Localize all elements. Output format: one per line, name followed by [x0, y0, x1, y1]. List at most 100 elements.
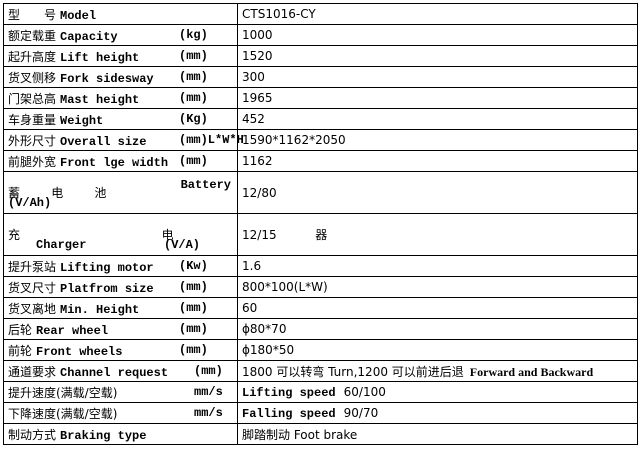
label-en: Capacity — [60, 29, 118, 44]
spec-table: 型 号 Model CTS1016-CY 额定载重 Capacity (kg) 1000 起升… — [3, 3, 638, 445]
label-en: Front wheels — [36, 344, 123, 359]
label-cn: 通道要求 — [8, 364, 57, 379]
value: 12/80 — [242, 185, 277, 200]
spec-row: 蓄电池 Battery (V/Ah) 12/80 — [3, 171, 638, 214]
label-en: Rear wheel — [36, 323, 109, 338]
unit: (Kg) — [179, 112, 208, 126]
value: ϕ80*70 — [242, 322, 287, 336]
value: 60/100 — [343, 384, 386, 399]
value: 脚踏制动 Foot brake — [242, 427, 358, 442]
value-cell: 800*100(L*W) — [237, 276, 638, 298]
value: 1.6 — [242, 259, 262, 273]
spec-row: 起升高度 Lift height (mm) 1520 — [3, 45, 638, 67]
label-cell: 起升高度 Lift height (mm) — [3, 45, 238, 67]
unit: mm/s — [194, 406, 223, 420]
spec-row: 通道要求 Channel request (mm) 1800 可以转弯 Turn,12… — [3, 360, 638, 382]
spec-row: 制动方式 Braking type 脚踏制动 Foot brake — [3, 423, 638, 445]
unit: (mm) — [194, 364, 223, 378]
unit: (mm) — [179, 280, 208, 294]
label-cn: 充电器 — [8, 228, 469, 242]
unit: (mm) — [179, 301, 208, 315]
spec-row: 车身重量 Weight (Kg) 452 — [3, 108, 638, 130]
label-cn: 外形尺寸 — [8, 133, 57, 148]
value: ϕ180*50 — [242, 343, 295, 357]
spec-row: 货叉侧移 Fork sidesway (mm) 300 — [3, 66, 638, 88]
value-cell: 452 — [237, 108, 638, 130]
label-cn: 额定载重 — [8, 28, 57, 43]
unit: (mm) — [179, 343, 208, 357]
value-note: Forward and Backward — [469, 364, 594, 379]
label-cell: 外形尺寸 Overall size (mm)L*W*H — [3, 129, 244, 151]
label-en: Fork sidesway — [60, 71, 154, 86]
unit: (mm) — [179, 70, 208, 84]
spec-row: 提升泵站 Lifting motor (Kw) 1.6 — [3, 255, 638, 277]
label-en: Lift height — [60, 50, 140, 65]
label-cell: 下降速度(满载/空载) mm/s — [3, 402, 238, 424]
spec-row: 外形尺寸 Overall size (mm)L*W*H 1590*1162*2050 — [3, 129, 638, 151]
value: 452 — [242, 112, 265, 126]
value-cell: 1965 — [237, 87, 638, 109]
value-cell: ϕ80*70 — [237, 318, 638, 340]
spec-row: 下降速度(满载/空载) mm/s Falling speed 90/70 — [3, 402, 638, 424]
label-cell: 蓄电池 Battery (V/Ah) — [3, 171, 238, 214]
value-cell: 1520 — [237, 45, 638, 67]
label-en: Min. Height — [60, 302, 140, 317]
value-cell: Lifting speed 60/100 — [237, 381, 638, 403]
value: 300 — [242, 70, 265, 84]
value: 12/15 — [242, 227, 277, 242]
value-cell: ϕ180*50 — [237, 339, 638, 361]
spec-row: 后轮 Rear wheel (mm) ϕ80*70 — [3, 318, 638, 340]
label-cn: 起升高度 — [8, 49, 57, 64]
label-cell: 门架总高 Mast height (mm) — [3, 87, 238, 109]
unit: (V/A) — [164, 238, 201, 252]
unit: (V/Ah) — [8, 196, 52, 210]
unit: (mm)L*W*H — [179, 133, 244, 147]
label-cn: 提升泵站 — [8, 259, 57, 274]
label-en: Battery — [180, 178, 231, 192]
value: CTS1016-CY — [242, 7, 316, 21]
label-cn: 蓄电池 — [8, 186, 138, 200]
value-cell: 1.6 — [237, 255, 638, 277]
label-cn: 制动方式 — [8, 427, 57, 442]
label-cn: 门架总高 — [8, 91, 57, 106]
label-cell: 制动方式 Braking type — [3, 423, 238, 445]
label-cell: 货叉侧移 Fork sidesway (mm) — [3, 66, 238, 88]
value-cell: CTS1016-CY — [237, 3, 638, 25]
label-en: Mast height — [60, 92, 140, 107]
value: 1162 — [242, 154, 273, 168]
value: 1000 — [242, 28, 273, 42]
unit: (mm) — [179, 322, 208, 336]
label-en: Charger — [36, 238, 87, 252]
unit: (kg) — [179, 28, 208, 42]
label-cn: 后轮 — [8, 322, 33, 337]
value-cell: 1800 可以转弯 Turn,1200 可以前进后退 Forward and Ba… — [237, 360, 638, 382]
value-cell: 60 — [237, 297, 638, 319]
value: 60 — [242, 301, 258, 315]
unit: (Kw) — [179, 259, 208, 273]
value-label: Lifting speed — [242, 385, 336, 400]
spec-row: 前轮 Front wheels (mm) ϕ180*50 — [3, 339, 638, 361]
label-cell: 提升泵站 Lifting motor (Kw) — [3, 255, 238, 277]
label-cell: 额定载重 Capacity (kg) — [3, 24, 238, 46]
label-cell: 前轮 Front wheels (mm) — [3, 339, 238, 361]
label-en: Overall size — [60, 134, 147, 149]
unit: (mm) — [179, 154, 208, 168]
label-en: Braking type — [60, 428, 147, 443]
spec-row: 充电器 Charger (V/A) 12/15 — [3, 213, 638, 256]
label-cell: 型 号 Model — [3, 3, 238, 25]
value: 1590*1162*2050 — [242, 133, 346, 147]
value-cell: 1162 — [237, 150, 638, 172]
label-cn: 前轮 — [8, 343, 33, 358]
spec-row: 提升速度(满载/空载) mm/s Lifting speed 60/100 — [3, 381, 638, 403]
value: 800*100(L*W) — [242, 280, 328, 294]
spec-row: 货叉尺寸 Platfrom size (mm) 800*100(L*W) — [3, 276, 638, 298]
label-cn: 车身重量 — [8, 112, 57, 127]
label-en: Channel request — [60, 365, 169, 380]
unit: (mm) — [179, 91, 208, 105]
label-cell: 充电器 Charger (V/A) — [3, 213, 327, 256]
unit: (mm) — [179, 49, 208, 63]
label-cn: 货叉离地 — [8, 301, 57, 316]
label-cell: 通道要求 Channel request (mm) — [3, 360, 238, 382]
label-cn: 货叉尺寸 — [8, 280, 57, 295]
value-cell: 脚踏制动 Foot brake — [237, 423, 638, 445]
